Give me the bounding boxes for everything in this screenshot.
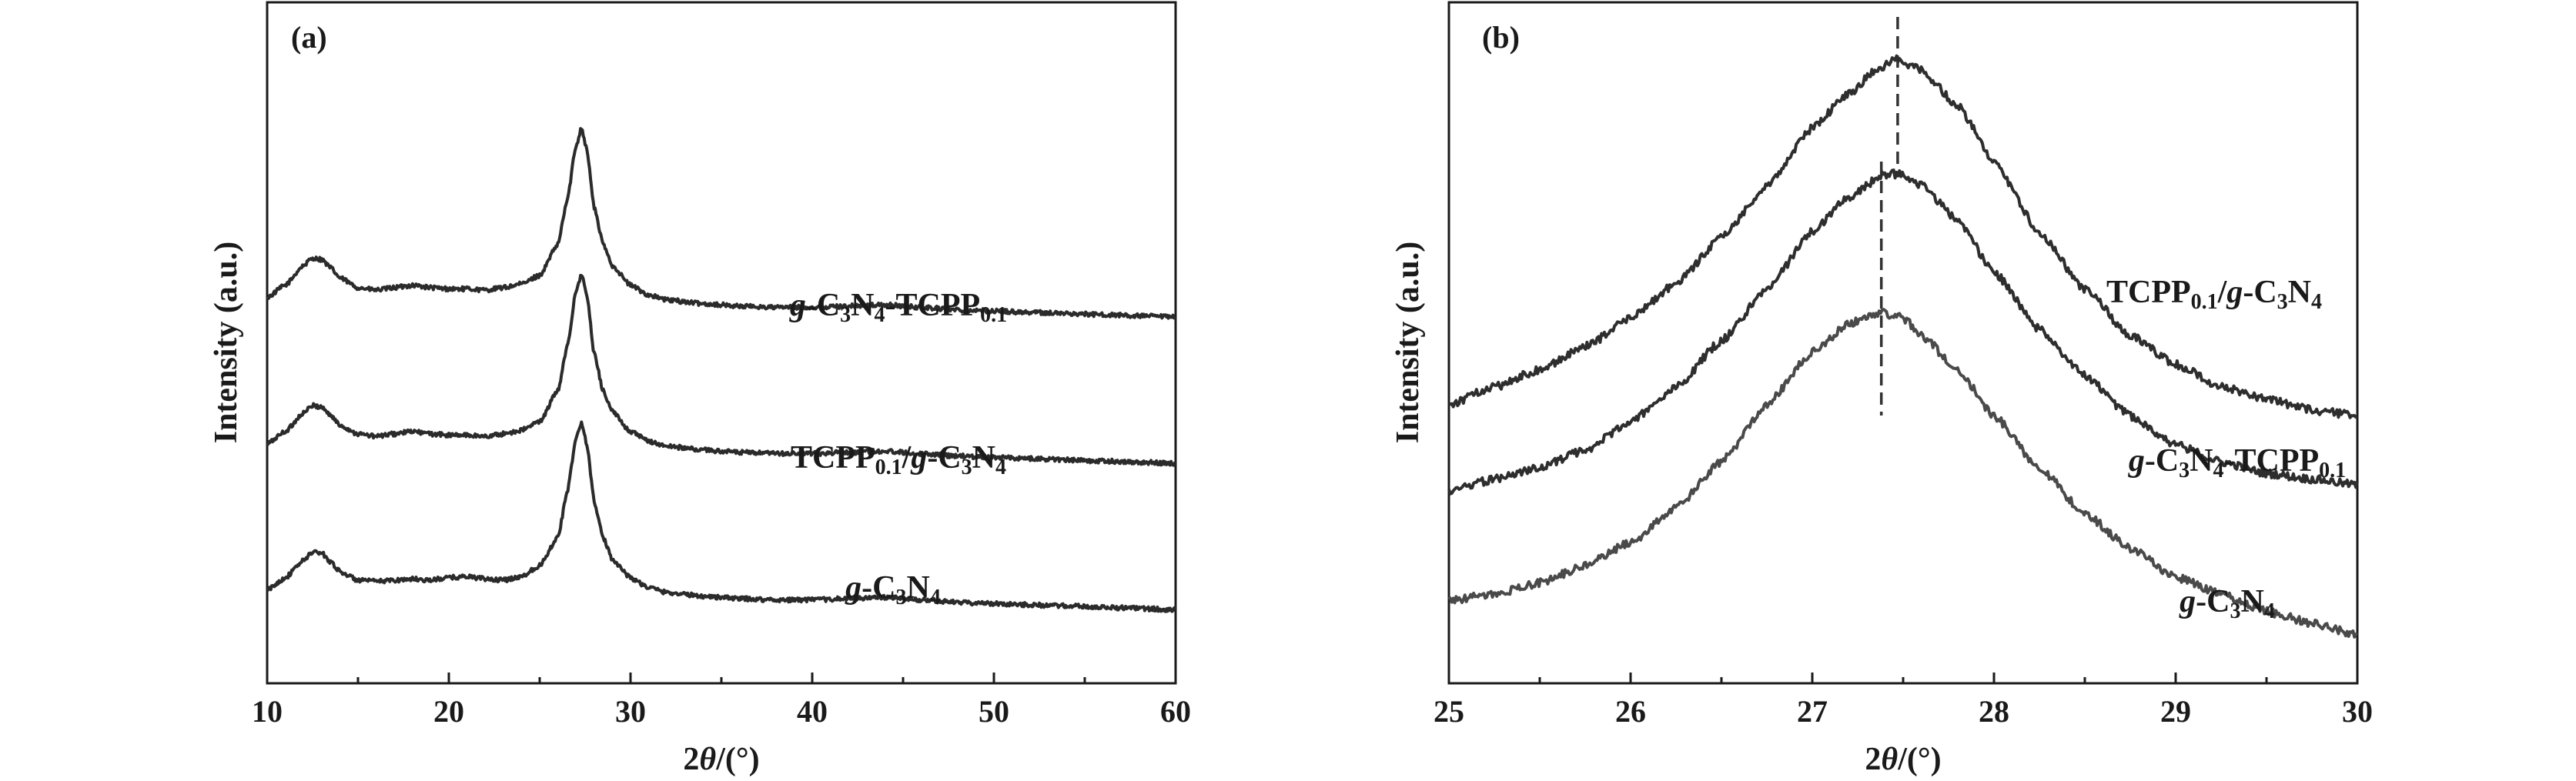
- x-tick-label: 30: [2342, 694, 2373, 729]
- x-tick-label: 28: [1979, 694, 2009, 729]
- series-label: TCPP0.1/g-C3N4: [791, 440, 1006, 479]
- panel-a: (a) 10 20 30 40 50 60 g-C3N4-TCPP0.1 TCPP0.1/g…: [209, 1, 1191, 777]
- series-line: [1447, 169, 2359, 496]
- x-tick-label: 40: [797, 694, 828, 729]
- x-tick-label: 20: [433, 694, 464, 729]
- x-tick-label: 30: [615, 694, 646, 729]
- series-line: [266, 273, 1176, 467]
- series-label: TCPP0.1/g-C3N4: [2106, 275, 2322, 314]
- x-tick-label: 27: [1797, 694, 1828, 729]
- x-tick-label: 10: [252, 694, 283, 729]
- x-tick-label: 26: [1615, 694, 1646, 729]
- y-axis-title-b: Intensity (a.u.): [1390, 242, 1426, 444]
- y-axis-title-a: Intensity (a.u.): [209, 242, 244, 444]
- series-label: g-C3N4: [845, 570, 941, 609]
- series-line: [1447, 308, 2358, 639]
- x-tick-label: 25: [1434, 694, 1464, 729]
- curves-b: [1447, 54, 2359, 639]
- x-ticks-b: 25 26 27 28 29 30: [1434, 673, 2373, 729]
- peak-markers-b: [1879, 17, 1899, 416]
- series-label: g-C3N4: [2179, 584, 2275, 623]
- series-line: [266, 420, 1177, 613]
- x-tick-label: 60: [1160, 694, 1191, 729]
- series-label: g-C3N4-TCPP0.1: [2128, 443, 2346, 482]
- series-line: [1447, 54, 2358, 419]
- plot-frame-b: [1447, 1, 2359, 685]
- x-axis-title-a: 2θ/(°): [683, 742, 759, 777]
- panel-b: (b) 25 26 27 28 29 30 TCPP0.1/g-C3N4 g-C3N4-TC…: [1390, 1, 2373, 777]
- series-label: g-C3N4-TCPP0.1: [789, 288, 1007, 327]
- series-line: [266, 127, 1177, 320]
- x-tick-label: 50: [979, 694, 1009, 729]
- panel-tag-a: (a): [291, 20, 327, 55]
- panel-tag-b: (b): [1482, 20, 1520, 55]
- x-axis-title-b: 2θ/(°): [1865, 742, 1941, 777]
- curves-a: [266, 127, 1177, 613]
- series-labels-b: TCPP0.1/g-C3N4 g-C3N4-TCPP0.1 g-C3N4: [2106, 275, 2346, 623]
- series-labels-a: g-C3N4-TCPP0.1 TCPP0.1/g-C3N4 g-C3N4: [789, 288, 1007, 609]
- x-ticks-a: 10 20 30 40 50 60: [252, 673, 1191, 729]
- x-tick-label: 29: [2160, 694, 2191, 729]
